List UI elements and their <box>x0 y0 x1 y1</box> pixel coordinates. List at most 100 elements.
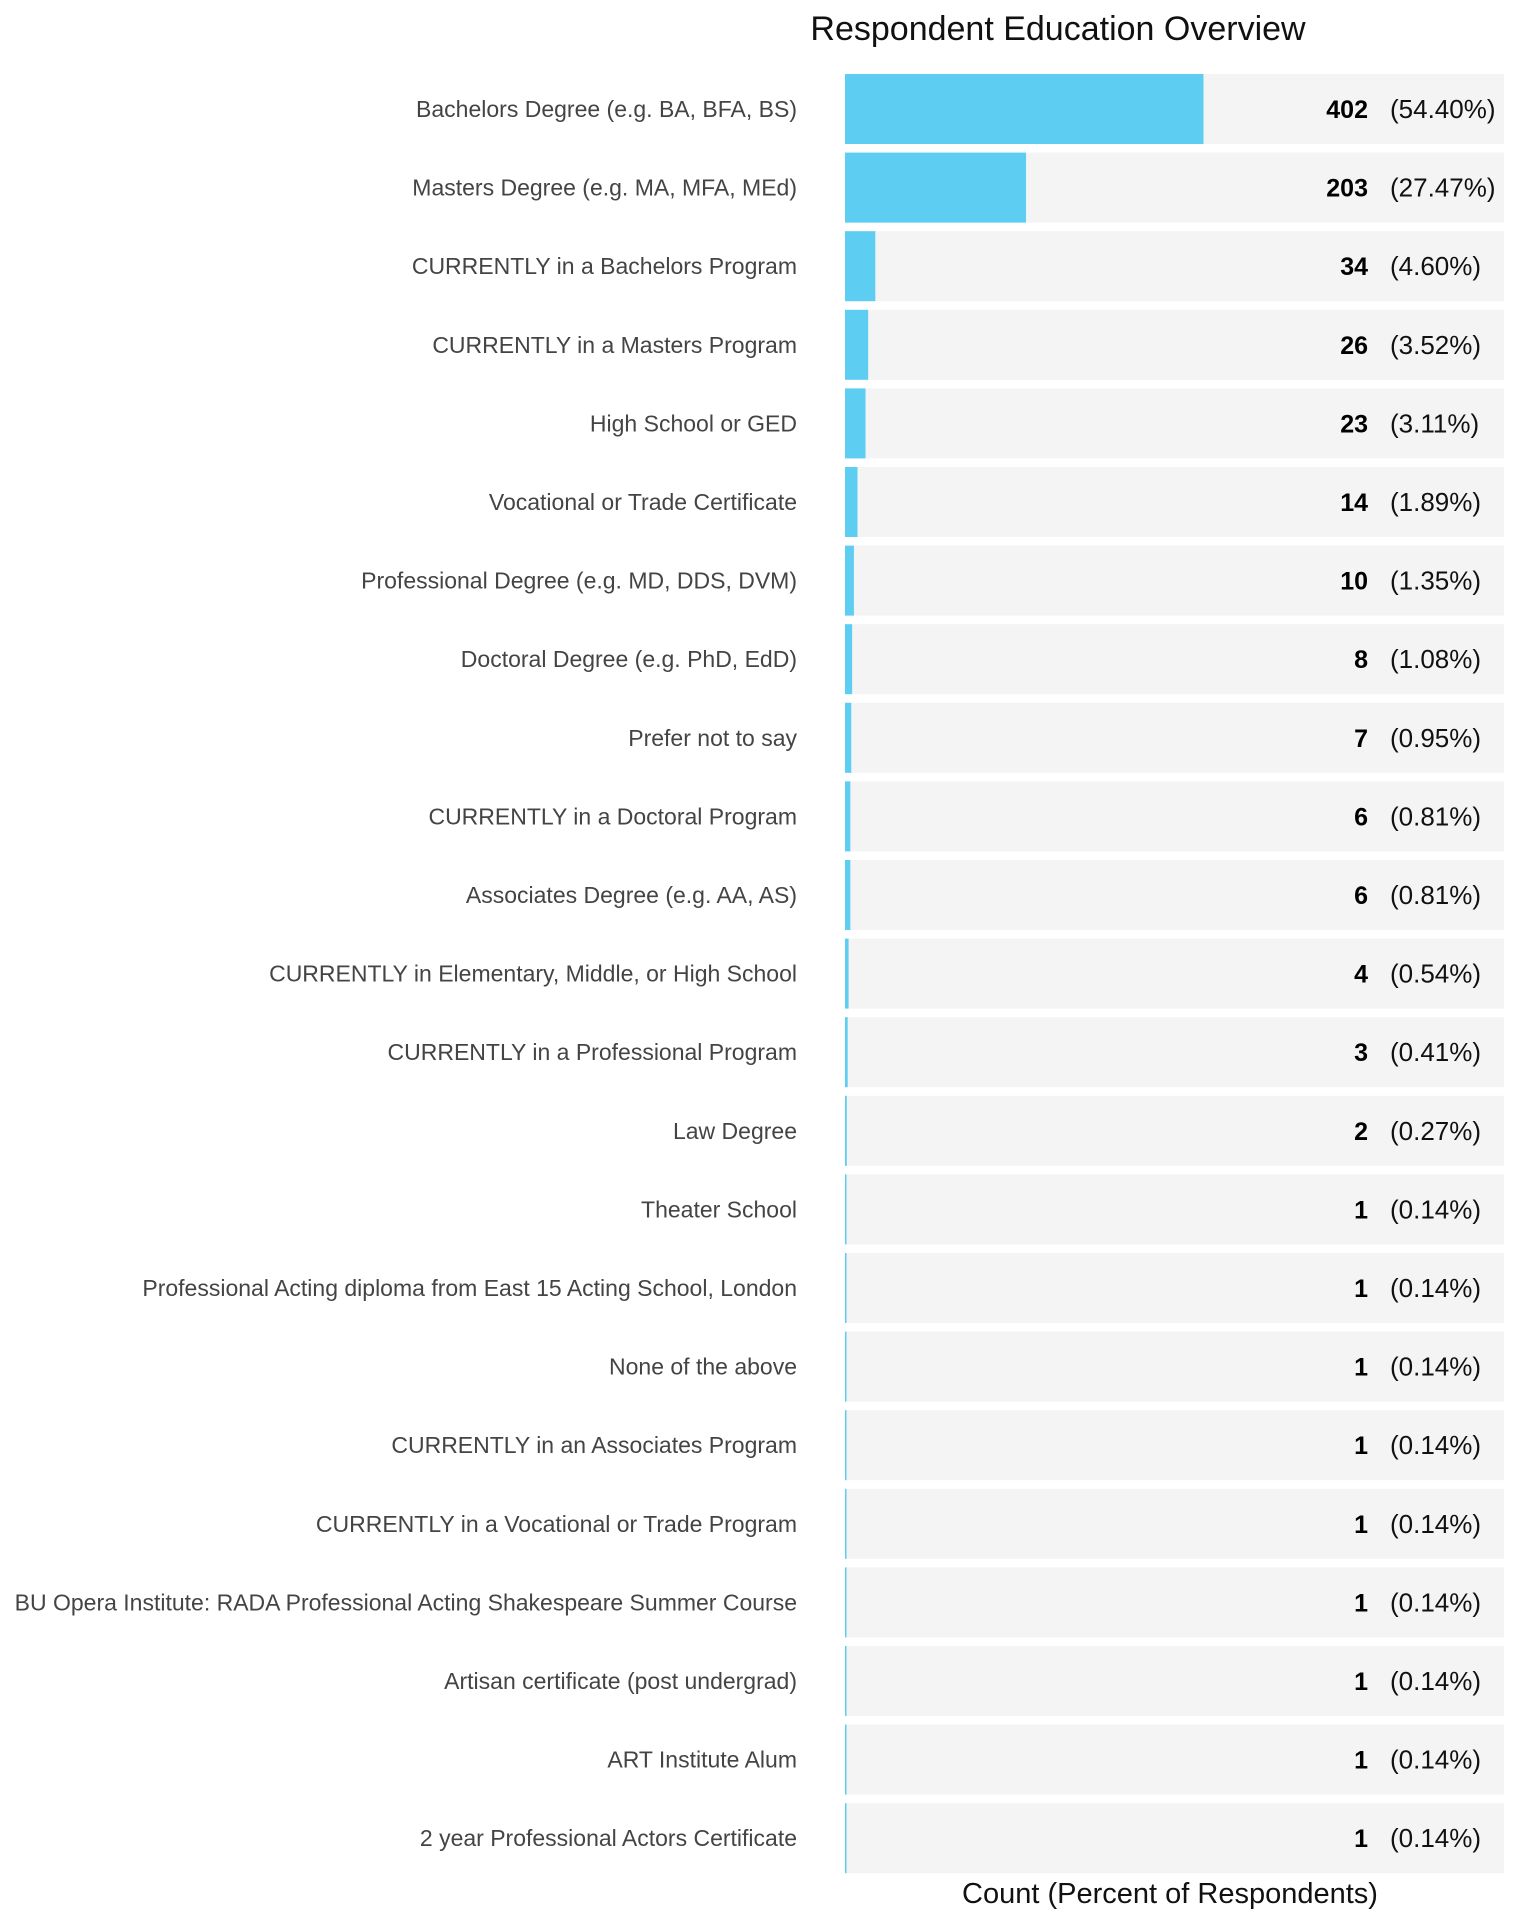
bar-track <box>845 1803 1504 1874</box>
category-label: Masters Degree (e.g. MA, MFA, MEd) <box>412 175 797 201</box>
bar-row: CURRENTLY in a Bachelors Program 34 (4.60%… <box>412 231 1504 302</box>
count-label: 1 <box>1354 1825 1368 1853</box>
percent-label: (0.14%) <box>1390 1273 1481 1303</box>
bar-track <box>845 1095 1504 1166</box>
count-label: 23 <box>1340 410 1368 438</box>
percent-label: (0.14%) <box>1390 1194 1481 1224</box>
bar-row: High School or GED 23 (3.11%) <box>590 388 1504 459</box>
bar-row: BU Opera Institute: RADA Professional Ac… <box>15 1567 1504 1638</box>
bar-track <box>845 781 1504 852</box>
count-label: 1 <box>1354 1747 1368 1775</box>
bar-row: Bachelors Degree (e.g. BA, BFA, BS) 402 (5… <box>416 74 1504 144</box>
bar-row: Professional Degree (e.g. MD, DDS, DVM) 1… <box>361 545 1504 616</box>
bar <box>845 1410 847 1481</box>
count-label: 2 <box>1354 1118 1368 1146</box>
percent-label: (0.14%) <box>1390 1823 1481 1853</box>
chart-title: Respondent Education Overview <box>810 10 1306 48</box>
count-label: 6 <box>1354 803 1368 831</box>
bar-row: Doctoral Degree (e.g. PhD, EdD) 8 (1.08%) <box>461 624 1504 695</box>
category-label: Bachelors Degree (e.g. BA, BFA, BS) <box>416 96 797 122</box>
bar-row: Artisan certificate (post undergrad) 1 (0.… <box>444 1646 1504 1716</box>
bar <box>845 702 852 773</box>
percent-label: (0.14%) <box>1390 1509 1481 1539</box>
percent-label: (0.81%) <box>1390 801 1481 831</box>
category-label: CURRENTLY in a Doctoral Program <box>428 803 797 829</box>
bar <box>845 1724 847 1795</box>
count-label: 6 <box>1354 882 1368 910</box>
x-axis-label: Count (Percent of Respondents) <box>962 1878 1378 1910</box>
percent-label: (0.14%) <box>1390 1745 1481 1775</box>
bar-row: Law Degree 2 (0.27%) <box>673 1095 1504 1166</box>
count-label: 4 <box>1354 961 1368 989</box>
bar <box>845 1095 847 1166</box>
bar-track <box>845 1724 1504 1795</box>
bar-track <box>845 1488 1504 1559</box>
percent-label: (0.41%) <box>1390 1037 1481 1067</box>
bar <box>845 1567 847 1638</box>
bar-track <box>845 1017 1504 1088</box>
bar-row: CURRENTLY in a Professional Program 3 (0.4… <box>388 1017 1504 1088</box>
bar <box>845 1803 847 1874</box>
bar-row: None of the above 1 (0.14%) <box>609 1331 1504 1402</box>
bar-track <box>845 1646 1504 1716</box>
category-label: Artisan certificate (post undergrad) <box>444 1668 797 1694</box>
count-label: 10 <box>1340 568 1368 596</box>
bar-row: Vocational or Trade Certificate 14 (1.89%) <box>489 467 1504 537</box>
bar-row: Associates Degree (e.g. AA, AS) 6 (0.81%) <box>466 860 1504 930</box>
category-label: BU Opera Institute: RADA Professional Ac… <box>15 1589 797 1615</box>
bar <box>845 467 858 537</box>
count-label: 402 <box>1326 96 1368 124</box>
count-label: 14 <box>1340 489 1368 517</box>
percent-label: (54.40%) <box>1390 94 1496 124</box>
bar-track <box>845 1567 1504 1638</box>
category-label: Professional Degree (e.g. MD, DDS, DVM) <box>361 568 797 594</box>
bar <box>845 152 1027 223</box>
bar <box>845 74 1204 144</box>
percent-label: (1.35%) <box>1390 566 1481 596</box>
bar <box>845 231 876 302</box>
count-label: 1 <box>1354 1589 1368 1617</box>
category-label: Doctoral Degree (e.g. PhD, EdD) <box>461 646 797 672</box>
bar-track <box>845 467 1504 537</box>
bar-track <box>845 388 1504 459</box>
bar-track <box>845 545 1504 616</box>
percent-label: (3.52%) <box>1390 330 1481 360</box>
bar-row: Professional Acting diploma from East 15… <box>142 1253 1504 1323</box>
bar-row: CURRENTLY in a Doctoral Program 6 (0.81%) <box>428 781 1504 852</box>
bar-track <box>845 1410 1504 1481</box>
category-label: CURRENTLY in a Vocational or Trade Progr… <box>316 1511 797 1537</box>
percent-label: (3.11%) <box>1390 408 1479 438</box>
bar-track <box>845 309 1504 380</box>
percent-label: (1.89%) <box>1390 487 1481 517</box>
bar <box>845 1331 847 1402</box>
count-label: 34 <box>1340 253 1368 281</box>
count-label: 1 <box>1354 1432 1368 1460</box>
bar-track <box>845 1331 1504 1402</box>
category-label: Law Degree <box>673 1118 797 1144</box>
bar-rows: Bachelors Degree (e.g. BA, BFA, BS) 402 (5… <box>15 74 1504 1874</box>
count-label: 3 <box>1354 1039 1368 1067</box>
percent-label: (1.08%) <box>1390 644 1481 674</box>
category-label: None of the above <box>609 1354 797 1380</box>
category-label: CURRENTLY in a Bachelors Program <box>412 253 797 279</box>
bar <box>845 1646 847 1716</box>
bar-row: CURRENTLY in Elementary, Middle, or High… <box>269 938 1504 1009</box>
bar <box>845 309 869 380</box>
bar-track <box>845 624 1504 695</box>
percent-label: (27.47%) <box>1390 173 1496 203</box>
count-label: 1 <box>1354 1354 1368 1382</box>
percent-label: (0.81%) <box>1390 880 1481 910</box>
count-label: 1 <box>1354 1196 1368 1224</box>
percent-label: (0.14%) <box>1390 1352 1481 1382</box>
bar-track <box>845 938 1504 1009</box>
category-label: 2 year Professional Actors Certificate <box>420 1825 797 1851</box>
percent-label: (0.14%) <box>1390 1666 1481 1696</box>
bar-row: Masters Degree (e.g. MA, MFA, MEd) 203 (27… <box>412 152 1504 223</box>
percent-label: (0.27%) <box>1390 1116 1481 1146</box>
percent-label: (0.14%) <box>1390 1587 1481 1617</box>
bar-track <box>845 231 1504 302</box>
bar <box>845 388 866 459</box>
category-label: CURRENTLY in a Professional Program <box>388 1039 797 1065</box>
category-label: CURRENTLY in an Associates Program <box>391 1432 797 1458</box>
